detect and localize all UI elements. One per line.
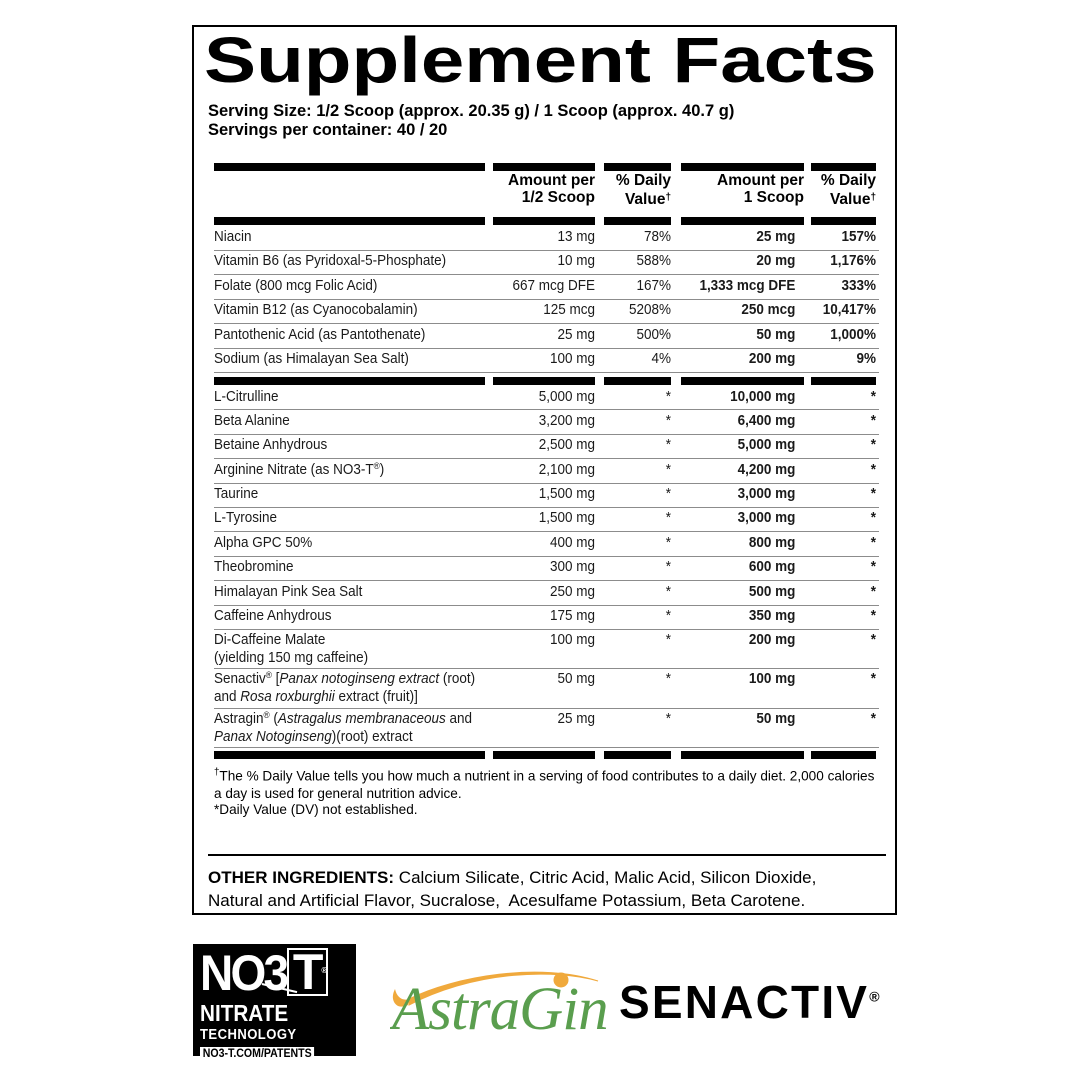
svg-text:AstraGin: AstraGin — [390, 976, 608, 1043]
